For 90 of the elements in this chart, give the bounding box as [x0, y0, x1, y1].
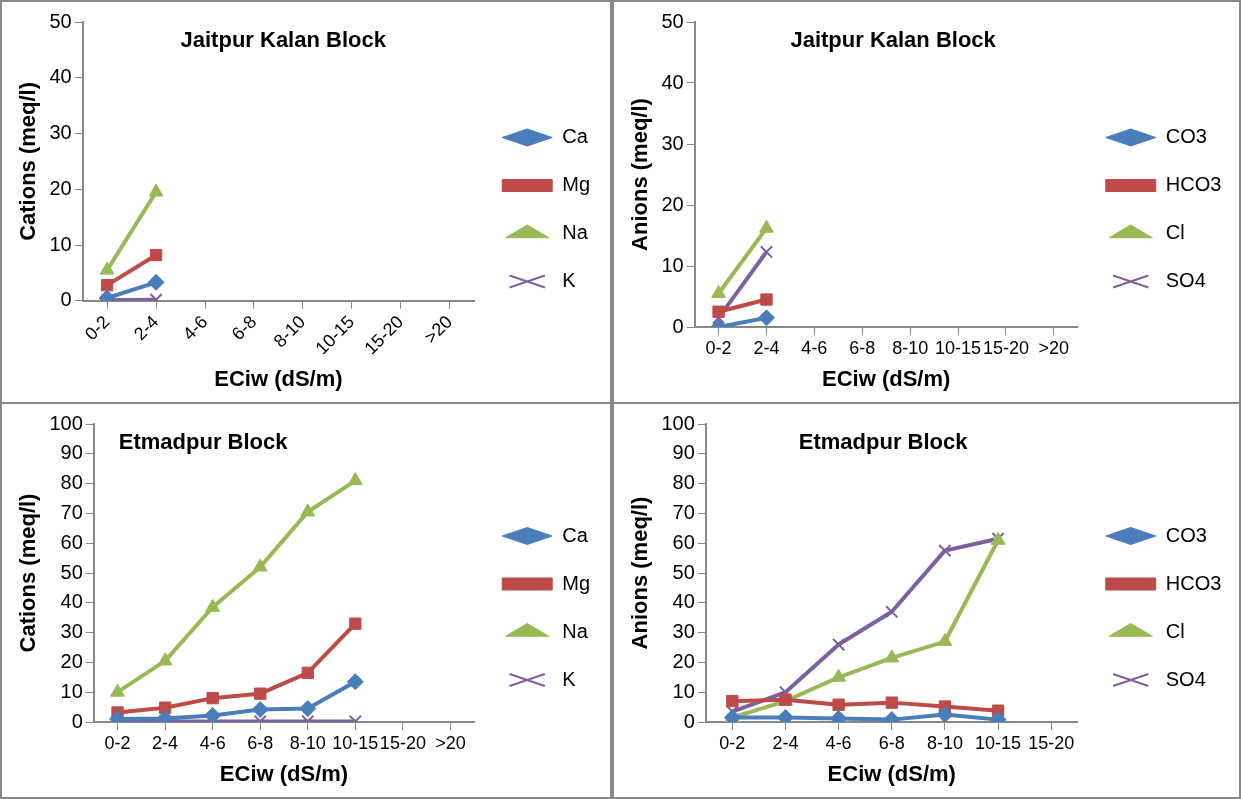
- x-tick-label: >20: [420, 311, 457, 348]
- x-tick-label: >20: [1038, 337, 1070, 358]
- legend-label: Na: [562, 221, 589, 244]
- y-tick-label: 100: [661, 411, 695, 434]
- x-axis-title: ECiw (dS/m): [219, 760, 349, 786]
- y-tick-label: 10: [661, 253, 684, 276]
- y-tick-label: 30: [672, 620, 695, 643]
- legend-label: K: [562, 269, 577, 292]
- y-tick-label: 20: [672, 649, 695, 672]
- x-tick-label: 10-15: [332, 732, 379, 753]
- chart-title: Etmadpur Block: [798, 429, 969, 455]
- x-tick-label: 2-4: [753, 337, 780, 358]
- legend-label: Na: [562, 619, 589, 642]
- y-tick-label: 10: [49, 232, 72, 255]
- y-tick-label: 50: [672, 560, 695, 583]
- y-tick-label: 0: [683, 709, 695, 732]
- x-tick-label: 10-15: [935, 337, 982, 358]
- legend-label: SO4: [1165, 269, 1206, 292]
- y-tick-label: 40: [672, 590, 695, 613]
- y-tick-label: 100: [49, 411, 83, 434]
- legend-label: Mg: [562, 173, 591, 196]
- y-tick-label: 90: [672, 441, 695, 464]
- y-tick-label: 10: [672, 679, 695, 702]
- x-tick-label: 6-8: [247, 732, 274, 753]
- y-axis-title: Cations (meq/l): [15, 81, 41, 241]
- y-axis-title: Anions (meq/l): [627, 496, 653, 650]
- y-tick-label: 30: [49, 121, 72, 144]
- legend-label: CO3: [1165, 523, 1207, 546]
- x-tick-label: 6-8: [878, 732, 905, 753]
- x-axis-title: ECiw (dS/m): [827, 760, 956, 786]
- x-tick-label: 15-20: [1028, 732, 1075, 753]
- x-tick-label: >20: [435, 732, 466, 753]
- y-tick-label: 90: [60, 441, 83, 464]
- y-tick-label: 50: [60, 560, 83, 583]
- y-tick-label: 50: [49, 9, 72, 32]
- x-tick-label: 10-15: [975, 732, 1022, 753]
- y-tick-label: 30: [60, 620, 83, 643]
- legend-label: Cl: [1165, 221, 1185, 244]
- x-tick-label: 4-6: [825, 732, 852, 753]
- legend-label: HCO3: [1165, 173, 1222, 196]
- y-tick-label: 80: [60, 471, 83, 494]
- x-tick-label: 4-6: [801, 337, 828, 358]
- legend-label: SO4: [1165, 667, 1206, 690]
- y-tick-label: 0: [60, 288, 72, 311]
- y-tick-label: 40: [60, 590, 83, 613]
- x-tick-label: 8-10: [289, 732, 326, 753]
- x-tick-label: 4-6: [199, 732, 226, 753]
- y-tick-label: 0: [71, 709, 83, 732]
- legend-label: Cl: [1165, 619, 1185, 642]
- x-axis-title: ECiw (dS/m): [822, 365, 951, 391]
- legend-label: K: [562, 667, 577, 690]
- chart-title: Jaitpur Kalan Block: [180, 27, 387, 53]
- legend-label: Ca: [562, 523, 589, 546]
- legend-label: CO3: [1165, 125, 1207, 148]
- x-tick-label: 6-8: [849, 337, 876, 358]
- y-tick-label: 20: [661, 192, 684, 215]
- y-tick-label: 50: [661, 9, 684, 32]
- y-tick-label: 70: [60, 500, 83, 523]
- y-tick-label: 0: [672, 314, 684, 337]
- y-tick-label: 40: [49, 65, 72, 88]
- y-tick-label: 10: [60, 679, 83, 702]
- chart-title: Etmadpur Block: [118, 429, 289, 455]
- x-axis-title: ECiw (dS/m): [214, 365, 343, 391]
- y-axis-title: Cations (meq/l): [15, 493, 41, 653]
- legend-label: HCO3: [1165, 571, 1222, 594]
- x-tick-label: 4-6: [178, 311, 212, 345]
- x-tick-label: 8-10: [892, 337, 929, 358]
- x-tick-label: 15-20: [379, 732, 426, 753]
- x-tick-label: 2-4: [152, 732, 179, 753]
- y-axis-title: Anions (meq/l): [627, 98, 653, 251]
- y-tick-label: 20: [49, 176, 72, 199]
- y-tick-label: 40: [661, 70, 684, 93]
- x-tick-label: 2-4: [772, 732, 799, 753]
- x-tick-label: 15-20: [982, 337, 1029, 358]
- x-tick-label: 0-2: [80, 311, 114, 345]
- x-tick-label: 2-4: [129, 311, 163, 345]
- y-tick-label: 70: [672, 500, 695, 523]
- x-tick-label: 6-8: [227, 311, 261, 345]
- y-tick-label: 20: [60, 649, 83, 672]
- y-tick-label: 80: [672, 471, 695, 494]
- x-tick-label: 0-2: [705, 337, 732, 358]
- y-tick-label: 60: [672, 530, 695, 553]
- legend-label: Ca: [562, 125, 589, 148]
- y-tick-label: 30: [661, 131, 684, 154]
- y-tick-label: 60: [60, 530, 83, 553]
- legend-label: Mg: [562, 571, 591, 594]
- chart-title: Jaitpur Kalan Block: [790, 27, 997, 53]
- x-tick-label: 0-2: [719, 732, 746, 753]
- x-tick-label: 0-2: [104, 732, 131, 753]
- x-tick-label: 8-10: [926, 732, 963, 753]
